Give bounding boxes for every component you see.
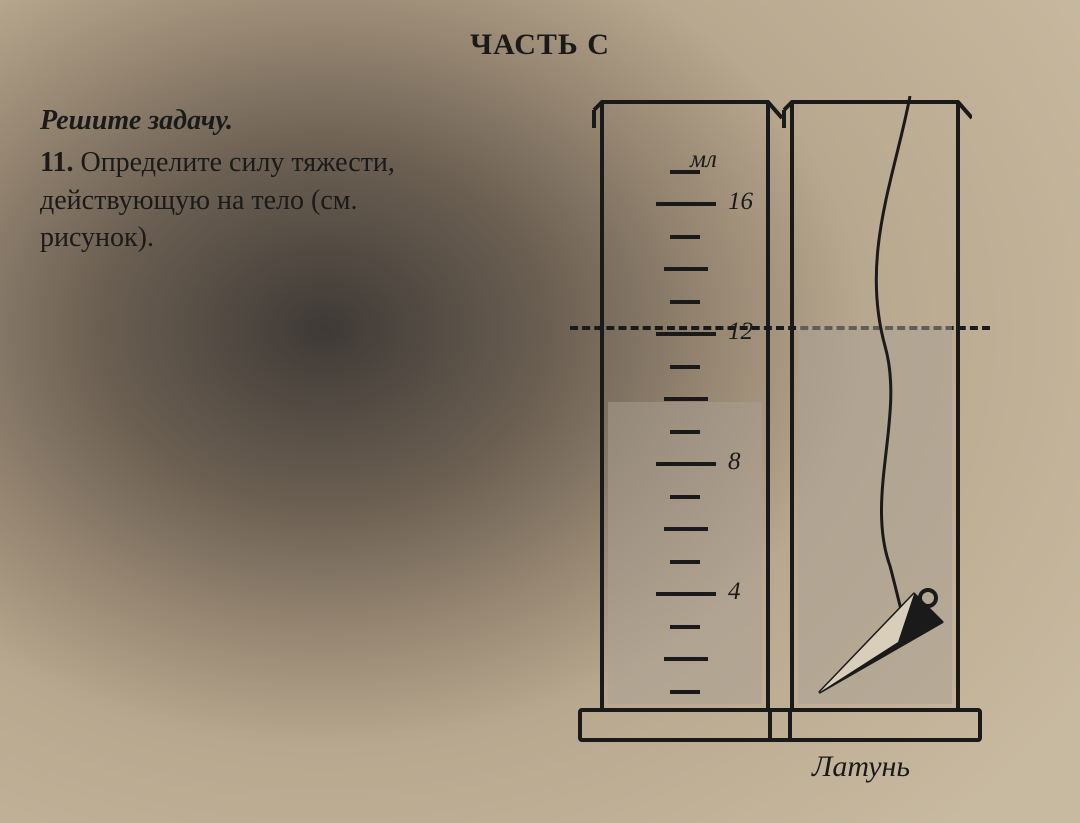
cylinder-right bbox=[790, 102, 960, 742]
cylinder-left: мл 16 12 8 4 bbox=[600, 102, 770, 742]
tick-major bbox=[656, 202, 716, 206]
tick-mid bbox=[664, 397, 708, 401]
problem-line-1: Определите силу тяжести, bbox=[73, 147, 394, 178]
problem-line-3: рисунок). bbox=[40, 222, 154, 253]
tick-mid bbox=[664, 267, 708, 271]
tick-minor bbox=[670, 170, 700, 174]
tick-minor bbox=[670, 235, 700, 239]
cylinder-right-base bbox=[768, 708, 982, 742]
cylinder-left-base bbox=[578, 708, 792, 742]
tick-label-4: 4 bbox=[728, 578, 741, 606]
tick-label-8: 8 bbox=[728, 448, 741, 476]
problem-text: Решите задачу. 11. Определите силу тяжес… bbox=[40, 102, 540, 257]
tick-label-16: 16 bbox=[728, 188, 753, 216]
problem-statement: 11. Определите силу тяжести, действующую… bbox=[40, 144, 540, 257]
material-label: Латунь bbox=[812, 750, 910, 784]
instruction-line: Решите задачу. bbox=[40, 102, 540, 140]
tick-major bbox=[656, 592, 716, 596]
plumb-bob-icon bbox=[810, 582, 950, 702]
diagram: мл 16 12 8 4 bbox=[570, 102, 1030, 802]
problem-block: Решите задачу. 11. Определите силу тяжес… bbox=[40, 102, 1040, 802]
tick-major bbox=[656, 332, 716, 336]
plumb-string bbox=[790, 96, 960, 656]
tick-minor bbox=[670, 625, 700, 629]
problem-number: 11. bbox=[40, 147, 73, 178]
tick-mid bbox=[664, 657, 708, 661]
tick-major bbox=[656, 462, 716, 466]
tick-minor bbox=[670, 495, 700, 499]
tick-minor bbox=[670, 690, 700, 694]
section-title: ЧАСТЬ С bbox=[40, 28, 1040, 62]
tick-minor bbox=[670, 365, 700, 369]
problem-line-2: действующую на тело (см. bbox=[40, 185, 358, 216]
tick-minor bbox=[670, 430, 700, 434]
content: ЧАСТЬ С Решите задачу. 11. Определите си… bbox=[0, 0, 1080, 802]
tick-minor bbox=[670, 560, 700, 564]
cylinder-scale bbox=[646, 162, 724, 702]
tick-mid bbox=[664, 527, 708, 531]
tick-label-12: 12 bbox=[728, 318, 753, 346]
tick-minor bbox=[670, 300, 700, 304]
